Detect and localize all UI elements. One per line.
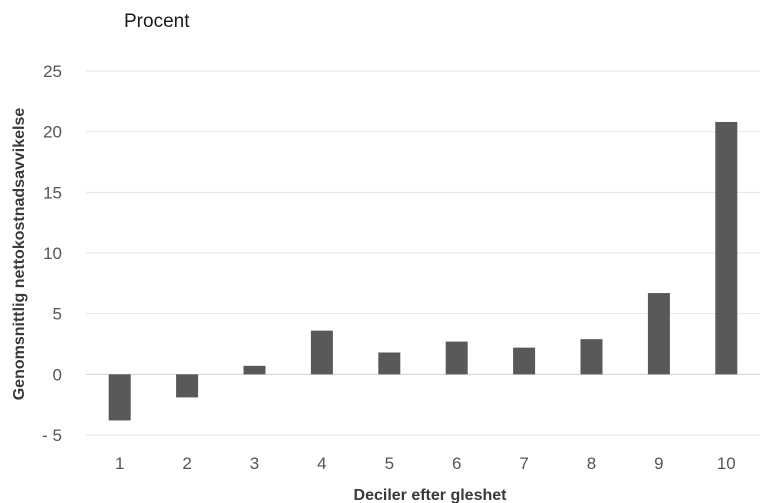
x-tick-label: 1	[115, 454, 124, 473]
bar-decile-8	[580, 339, 603, 375]
bar-decile-2	[176, 374, 199, 398]
y-axis-ticks: - 5 0 5 10 15 20 25	[42, 62, 62, 445]
bar-decile-4	[310, 330, 333, 375]
x-tick-label: 3	[250, 454, 259, 473]
x-axis-ticks: 1 2 3 4 5 6 7 8 9 10	[115, 454, 736, 473]
y-tick-label: - 5	[42, 426, 62, 445]
bar-decile-1	[108, 374, 131, 421]
y-tick-label: 0	[53, 365, 62, 384]
x-tick-label: 4	[317, 454, 326, 473]
y-tick-label: 10	[43, 244, 62, 263]
gridlines	[86, 70, 760, 436]
x-tick-label: 10	[717, 454, 736, 473]
x-axis-title: Deciler efter gleshet	[354, 487, 508, 503]
x-tick-label: 7	[519, 454, 528, 473]
y-tick-label: 25	[43, 62, 62, 81]
unit-label: Procent	[124, 11, 190, 32]
x-tick-label: 8	[587, 454, 596, 473]
bar-decile-6	[445, 341, 468, 375]
x-tick-label: 2	[182, 454, 191, 473]
y-tick-label: 5	[53, 305, 62, 324]
bar-decile-5	[378, 352, 401, 375]
y-tick-label: 20	[43, 123, 62, 142]
y-axis-title: Genomsnittlig nettokostnadsavvikelse	[11, 108, 28, 401]
x-tick-label: 6	[452, 454, 461, 473]
x-tick-label: 9	[654, 454, 663, 473]
x-tick-label: 5	[385, 454, 394, 473]
bar-decile-7	[513, 347, 536, 375]
bar-decile-10	[715, 121, 738, 375]
bar-decile-9	[647, 293, 670, 375]
bar-decile-3	[243, 365, 266, 375]
bars	[108, 121, 738, 421]
y-tick-label: 15	[43, 183, 62, 202]
